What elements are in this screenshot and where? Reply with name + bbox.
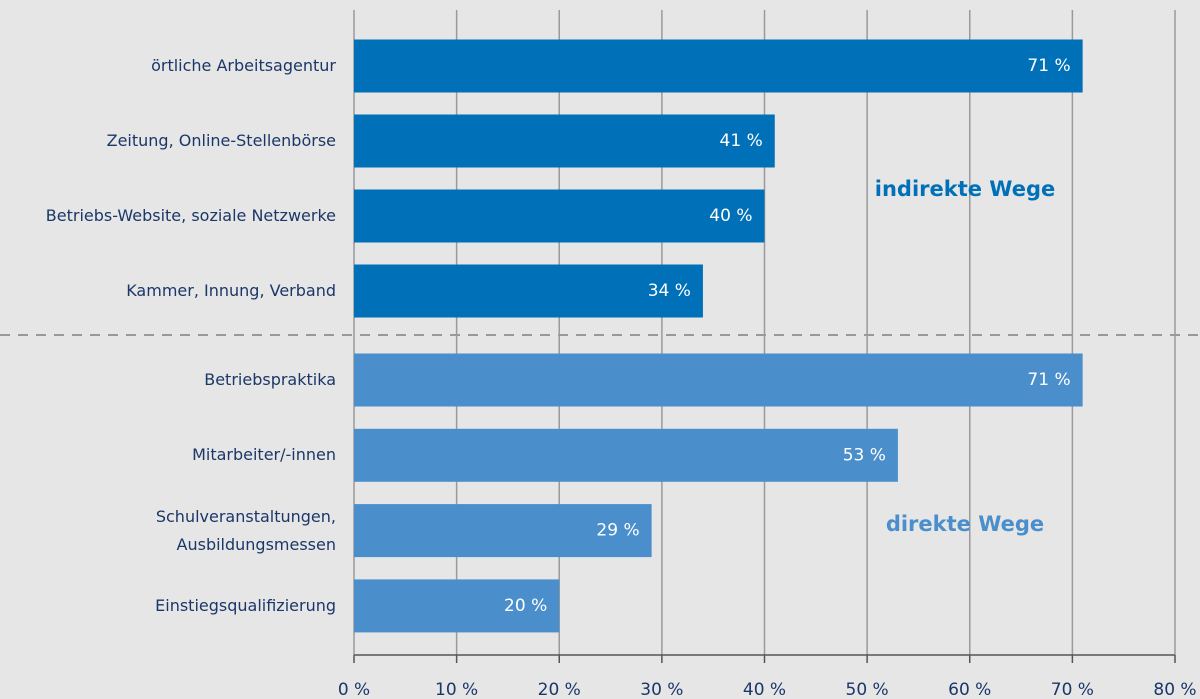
annotation: direkte Wege (886, 512, 1044, 536)
x-tick-label: 60 % (948, 680, 991, 699)
bar (354, 428, 898, 482)
value-label: 71 % (1027, 56, 1070, 76)
category-label: Zeitung, Online-Stellenbörse (106, 131, 336, 150)
x-tick-label: 50 % (846, 680, 889, 699)
category-label: Einstiegsqualifizierung (155, 595, 336, 615)
value-label: 41 % (720, 131, 763, 151)
x-tick-label: 20 % (538, 680, 581, 699)
category-label: Betriebs-Website, soziale Netzwerke (45, 206, 336, 225)
x-tick-label: 80 % (1153, 680, 1196, 699)
bar (354, 579, 560, 633)
value-label: 29 % (596, 521, 639, 541)
bar (354, 114, 775, 168)
category-label: Betriebspraktika (204, 370, 336, 389)
category-label: Schulveranstaltungen, Ausbildungsmessen (155, 506, 336, 554)
bar (354, 39, 1083, 93)
annotation: indirekte Wege (875, 177, 1055, 201)
value-label: 20 % (504, 596, 547, 616)
x-tick-label: 0 % (338, 680, 370, 699)
bar (354, 189, 765, 243)
bar (354, 504, 652, 558)
category-label: örtliche Arbeitsagentur (151, 56, 336, 75)
x-tick-label: 10 % (435, 680, 478, 699)
value-label: 40 % (709, 206, 752, 226)
value-label: 34 % (648, 281, 691, 301)
bar (354, 264, 703, 318)
value-label: 71 % (1027, 370, 1070, 390)
x-tick-label: 40 % (743, 680, 786, 699)
category-label: Kammer, Innung, Verband (126, 281, 336, 300)
bar (354, 353, 1083, 407)
value-label: 53 % (843, 445, 886, 465)
x-tick-label: 70 % (1051, 680, 1094, 699)
category-label: Mitarbeiter/-innen (192, 445, 336, 465)
x-tick-label: 30 % (640, 680, 683, 699)
